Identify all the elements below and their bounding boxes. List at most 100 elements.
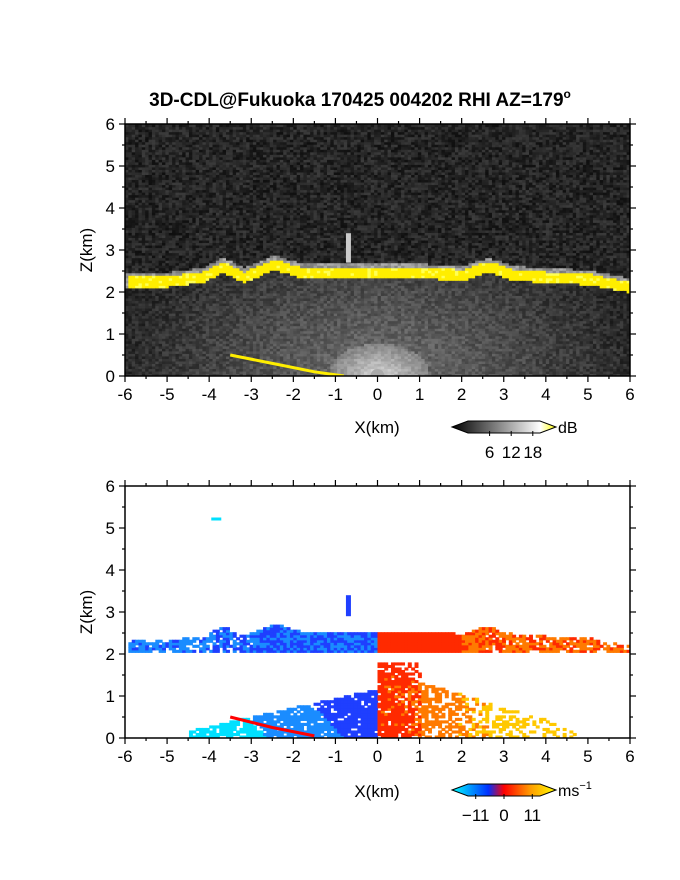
reflectivity-cell <box>256 350 261 354</box>
reflectivity-cell <box>158 302 163 307</box>
reflectivity-cell-strong <box>259 272 264 276</box>
reflectivity-cell <box>162 370 166 375</box>
reflectivity-cell <box>141 247 146 251</box>
reflectivity-cell-strong <box>188 280 193 284</box>
reflectivity-cell <box>175 159 180 163</box>
reflectivity-cell <box>249 164 254 168</box>
reflectivity-cell <box>172 325 177 329</box>
reflectivity-cell-strong <box>252 272 257 276</box>
reflectivity-cell <box>188 358 193 362</box>
reflectivity-cell <box>165 300 170 304</box>
reflectivity-cell <box>141 159 146 163</box>
reflectivity-cell <box>249 222 254 226</box>
reflectivity-cell <box>135 323 140 327</box>
reflectivity-cell <box>178 310 183 314</box>
reflectivity-cell <box>145 144 150 148</box>
reflectivity-cell <box>205 227 210 231</box>
reflectivity-cell <box>252 360 257 364</box>
reflectivity-cell <box>151 151 156 155</box>
reflectivity-cell <box>215 134 220 138</box>
reflectivity-cell <box>182 124 187 128</box>
reflectivity-cell <box>263 151 267 155</box>
reflectivity-cell <box>172 318 177 322</box>
reflectivity-cell <box>212 335 217 339</box>
reflectivity-cell <box>249 252 254 256</box>
reflectivity-cell <box>131 139 136 143</box>
reflectivity-cell <box>145 330 150 334</box>
reflectivity-cell <box>148 250 153 254</box>
reflectivity-cell <box>212 146 217 150</box>
reflectivity-cell <box>229 323 234 327</box>
reflectivity-cell <box>209 134 214 138</box>
reflectivity-cell <box>141 234 146 238</box>
reflectivity-cell <box>168 141 173 145</box>
reflectivity-cell <box>192 174 197 178</box>
reflectivity-cell <box>226 174 230 178</box>
reflectivity-cell <box>236 252 241 256</box>
reflectivity-cell <box>202 287 207 291</box>
reflectivity-cell <box>259 280 264 284</box>
reflectivity-cell <box>226 204 230 208</box>
reflectivity-cell <box>168 318 173 322</box>
reflectivity-cell <box>256 144 261 148</box>
reflectivity-cell <box>212 252 217 256</box>
reflectivity-cell <box>246 146 251 150</box>
reflectivity-cell <box>168 154 173 158</box>
reflectivity-cell <box>229 126 234 130</box>
reflectivity-cell <box>239 126 244 130</box>
reflectivity-cell <box>219 250 224 254</box>
reflectivity-cell <box>252 333 257 337</box>
reflectivity-cell <box>162 214 166 218</box>
reflectivity-cell <box>168 192 173 196</box>
reflectivity-cell <box>229 290 234 294</box>
reflectivity-cell <box>259 333 264 337</box>
reflectivity-cell <box>242 297 247 301</box>
reflectivity-cell <box>202 141 207 145</box>
reflectivity-cell <box>158 159 163 163</box>
reflectivity-cell <box>182 217 187 221</box>
reflectivity-cell <box>229 209 234 213</box>
reflectivity-cell <box>242 370 247 375</box>
reflectivity-cell <box>151 252 156 256</box>
reflectivity-cell <box>219 217 224 221</box>
reflectivity-cell <box>188 343 193 347</box>
reflectivity-cell <box>188 355 193 359</box>
reflectivity-cell <box>162 330 166 334</box>
reflectivity-cell <box>239 212 244 216</box>
reflectivity-cell <box>232 280 237 284</box>
reflectivity-cell <box>226 290 230 294</box>
reflectivity-cell <box>162 237 166 241</box>
reflectivity-cell <box>236 189 241 193</box>
reflectivity-cell <box>229 318 234 322</box>
reflectivity-cell <box>252 345 257 349</box>
reflectivity-cell <box>162 353 166 357</box>
reflectivity-cell <box>128 181 133 186</box>
reflectivity-cell <box>249 126 254 130</box>
reflectivity-cell <box>263 290 267 294</box>
reflectivity-cell <box>135 169 140 173</box>
reflectivity-cell <box>141 358 146 362</box>
reflectivity-cell <box>222 302 227 307</box>
reflectivity-cell <box>125 353 129 357</box>
reflectivity-cell <box>259 197 264 201</box>
reflectivity-cell <box>212 338 217 342</box>
reflectivity-cell <box>135 345 140 349</box>
reflectivity-cell <box>155 318 160 322</box>
reflectivity-cell <box>242 181 247 186</box>
reflectivity-cell <box>236 174 241 178</box>
reflectivity-cell <box>252 343 257 347</box>
reflectivity-cell <box>219 355 224 359</box>
reflectivity-cell <box>195 217 200 221</box>
reflectivity-cell <box>182 335 187 339</box>
reflectivity-cell <box>199 187 204 191</box>
reflectivity-cell <box>199 360 204 364</box>
reflectivity-cell <box>182 368 187 372</box>
reflectivity-cell <box>148 124 153 128</box>
reflectivity-cell <box>226 234 230 238</box>
reflectivity-cell <box>151 197 156 201</box>
reflectivity-cell <box>185 141 190 145</box>
reflectivity-cell <box>165 204 170 208</box>
reflectivity-cell <box>219 181 224 186</box>
reflectivity-cell <box>259 202 264 206</box>
reflectivity-cell <box>175 161 180 165</box>
